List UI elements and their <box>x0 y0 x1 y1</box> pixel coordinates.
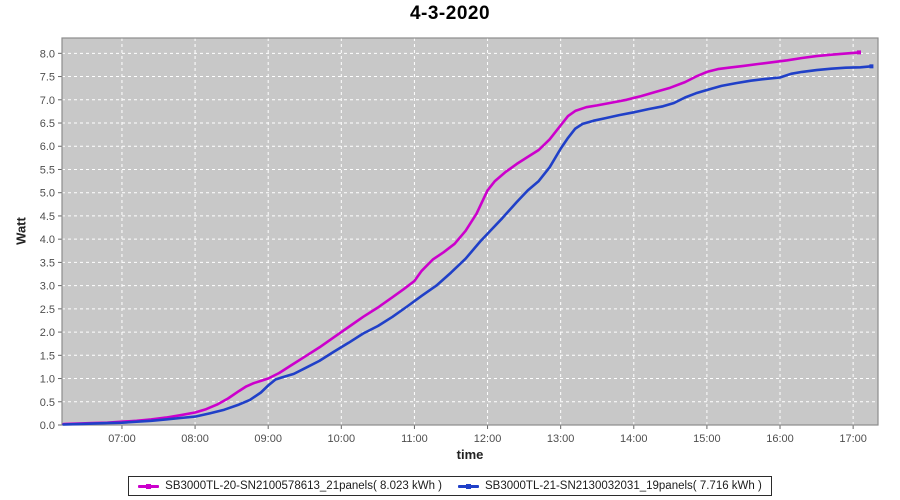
legend-item-sb3000tl-21: SB3000TL-21-SN2130032031_19panels( 7.716… <box>458 480 762 492</box>
y-tick-label: 4.0 <box>40 234 55 246</box>
y-tick-label: 4.5 <box>40 211 55 223</box>
series-endpoint-marker <box>869 64 874 69</box>
x-tick-label: 07:00 <box>108 433 136 445</box>
x-tick-label: 13:00 <box>547 433 575 445</box>
y-tick-label: 3.5 <box>40 257 55 269</box>
y-tick-label: 7.0 <box>40 95 55 107</box>
x-tick-label: 12:00 <box>474 433 502 445</box>
plot-area <box>62 38 878 425</box>
plot-border <box>61 37 879 426</box>
legend-line-swatch-magenta <box>138 483 160 489</box>
y-tick-label: 7.5 <box>40 72 55 84</box>
x-tick-label: 17:00 <box>839 433 867 445</box>
x-tick-label: 16:00 <box>766 433 794 445</box>
legend-label: SB3000TL-21-SN2130032031_19panels( 7.716… <box>485 480 762 492</box>
y-tick-label: 1.0 <box>40 374 55 386</box>
legend-label: SB3000TL-20-SN2100578613_21panels( 8.023… <box>165 480 442 492</box>
x-tick-label: 10:00 <box>328 433 356 445</box>
y-tick-label: 0.0 <box>40 420 55 432</box>
x-tick-label: 09:00 <box>254 433 282 445</box>
series-endpoint-marker <box>856 50 861 55</box>
y-tick-label: 2.5 <box>40 304 55 316</box>
legend: SB3000TL-20-SN2100578613_21panels( 8.023… <box>0 476 900 496</box>
y-tick-label: 8.0 <box>40 48 55 60</box>
legend-box: SB3000TL-20-SN2100578613_21panels( 8.023… <box>128 476 772 496</box>
legend-item-sb3000tl-20: SB3000TL-20-SN2100578613_21panels( 8.023… <box>138 480 442 492</box>
x-tick-label: 11:00 <box>401 433 428 445</box>
series-line-sb3000tl-21 <box>62 65 873 426</box>
y-tick-label: 5.0 <box>40 188 55 200</box>
legend-line-swatch-blue <box>458 483 479 489</box>
y-tick-label: 5.5 <box>40 164 55 176</box>
y-tick-label: 6.0 <box>40 141 55 153</box>
y-tick-label: 0.5 <box>40 397 55 409</box>
x-tick-label: 15:00 <box>693 433 721 445</box>
x-axis-label: time <box>456 447 484 462</box>
y-tick-label: 3.0 <box>40 281 55 293</box>
series-line-sb3000tl-20 <box>62 51 861 426</box>
x-tick-label: 08:00 <box>181 433 209 445</box>
y-tick-label: 6.5 <box>40 118 55 130</box>
y-axis-label: Watt <box>13 217 29 245</box>
x-tick-label: 14:00 <box>620 433 648 445</box>
chart-title: 4-3-2020 <box>409 3 491 24</box>
y-tick-label: 2.0 <box>40 327 55 339</box>
y-tick-label: 1.5 <box>40 350 55 362</box>
